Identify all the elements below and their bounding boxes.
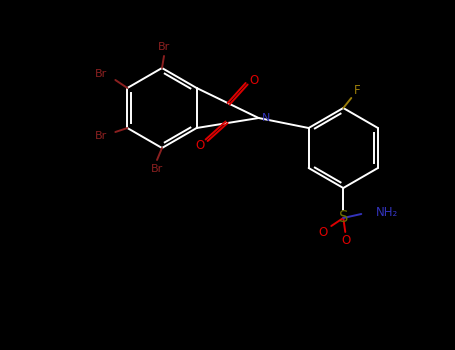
Text: Br: Br — [95, 69, 107, 79]
Text: S: S — [339, 210, 348, 225]
Text: NH₂: NH₂ — [376, 205, 399, 218]
Text: Br: Br — [158, 42, 170, 52]
Text: O: O — [249, 74, 258, 86]
Text: O: O — [318, 225, 328, 238]
Text: Br: Br — [95, 131, 107, 141]
Text: O: O — [342, 233, 351, 246]
Text: Br: Br — [151, 164, 163, 174]
Text: F: F — [354, 84, 361, 97]
Text: N: N — [262, 113, 270, 123]
Text: O: O — [195, 139, 204, 152]
